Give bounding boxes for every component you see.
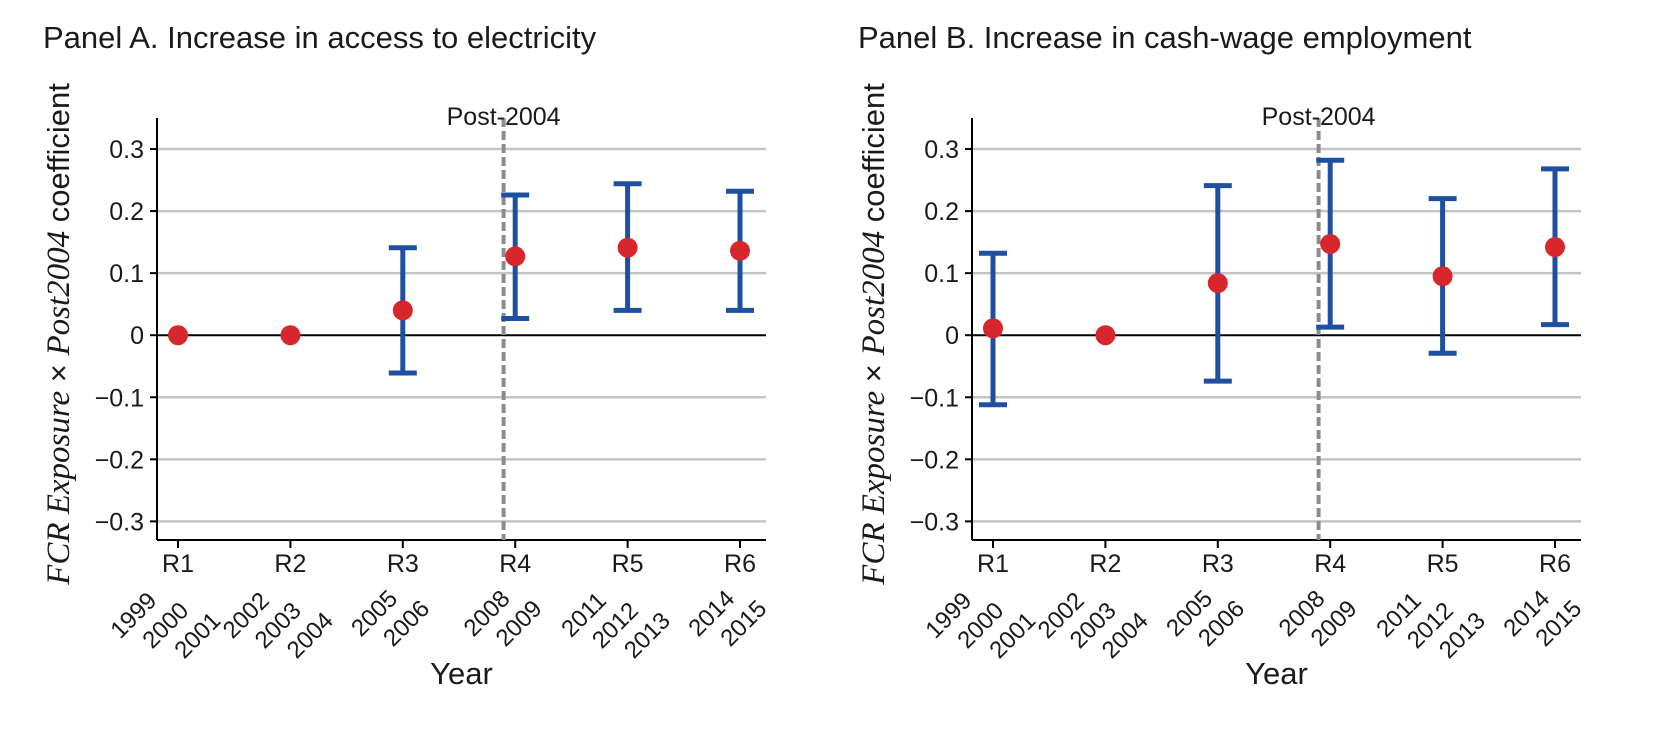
y-axis-title-part: Post2004 bbox=[856, 231, 892, 357]
x-tick-label: R3 bbox=[1202, 550, 1234, 578]
y-tick-label: 0.3 bbox=[924, 136, 959, 164]
panel-title: Panel A. Increase in access to electrici… bbox=[43, 20, 597, 55]
y-axis-title-part: Post2004 bbox=[41, 231, 77, 357]
y-tick-label: 0 bbox=[945, 322, 959, 350]
point-estimate bbox=[1320, 233, 1341, 254]
point-estimate bbox=[983, 318, 1003, 339]
y-tick-label: −0.3 bbox=[910, 508, 959, 536]
y-axis-title: FCR Exposure × Post2004 coefficient bbox=[41, 83, 77, 586]
y-tick-label: 0.2 bbox=[109, 198, 144, 226]
y-axis-title: FCR Exposure × Post2004 coefficient bbox=[856, 83, 892, 586]
y-axis-title-part: × bbox=[856, 355, 891, 390]
x-axis-title: Year bbox=[1245, 656, 1308, 691]
panel-b-chart: 0.30.20.10−0.1−0.2−0.3Post-2004R11999200… bbox=[856, 83, 1587, 691]
panel-a: Panel A. Increase in access to electrici… bbox=[0, 0, 820, 744]
y-tick-label: −0.3 bbox=[95, 508, 144, 536]
x-tick-label: R5 bbox=[1427, 550, 1459, 578]
x-axis-title: Year bbox=[430, 656, 493, 691]
x-tick-label: R2 bbox=[1089, 550, 1121, 578]
panel-title: Panel B. Increase in cash-wage employmen… bbox=[858, 20, 1472, 55]
y-tick-label: −0.1 bbox=[910, 384, 959, 412]
point-estimate bbox=[1432, 266, 1453, 287]
x-tick-label: R2 bbox=[274, 550, 306, 578]
panel-b: Panel B. Increase in cash-wage employmen… bbox=[815, 0, 1635, 744]
x-tick-label: R3 bbox=[387, 550, 419, 578]
point-estimate bbox=[1095, 325, 1116, 346]
y-tick-label: 0.1 bbox=[924, 260, 959, 288]
post-2004-label: Post-2004 bbox=[1262, 103, 1376, 131]
y-axis-title-part: FCR Exposure bbox=[41, 391, 77, 586]
x-tick-label: R6 bbox=[724, 550, 756, 578]
x-tick-label: R1 bbox=[977, 550, 1009, 578]
y-axis-title-part: coefficient bbox=[856, 83, 891, 231]
point-estimate bbox=[730, 240, 750, 261]
y-tick-label: 0.1 bbox=[109, 260, 144, 288]
panel-a-chart: 0.30.20.10−0.1−0.2−0.3Post-2004R11999200… bbox=[41, 83, 772, 691]
x-tick-label: R5 bbox=[612, 550, 644, 578]
y-tick-label: 0.2 bbox=[924, 198, 959, 226]
y-tick-label: 0 bbox=[130, 322, 144, 350]
post-2004-label: Post-2004 bbox=[447, 103, 561, 131]
point-estimate bbox=[168, 325, 188, 346]
x-tick-label: R6 bbox=[1539, 550, 1571, 578]
y-axis-title-part: × bbox=[41, 355, 76, 390]
y-tick-label: −0.2 bbox=[95, 446, 144, 474]
point-estimate bbox=[280, 325, 301, 346]
x-tick-label: R4 bbox=[1314, 550, 1346, 578]
y-tick-label: −0.1 bbox=[95, 384, 144, 412]
y-axis-title-part: FCR Exposure bbox=[856, 391, 892, 586]
point-estimate bbox=[1207, 273, 1228, 294]
y-tick-label: −0.2 bbox=[910, 446, 959, 474]
y-axis-title-part: coefficient bbox=[41, 83, 76, 231]
point-estimate bbox=[392, 300, 413, 321]
y-tick-label: 0.3 bbox=[109, 136, 144, 164]
point-estimate bbox=[1545, 237, 1565, 258]
point-estimate bbox=[505, 246, 526, 267]
x-tick-label: R4 bbox=[499, 550, 531, 578]
x-tick-label: R1 bbox=[162, 550, 194, 578]
point-estimate bbox=[617, 237, 638, 258]
